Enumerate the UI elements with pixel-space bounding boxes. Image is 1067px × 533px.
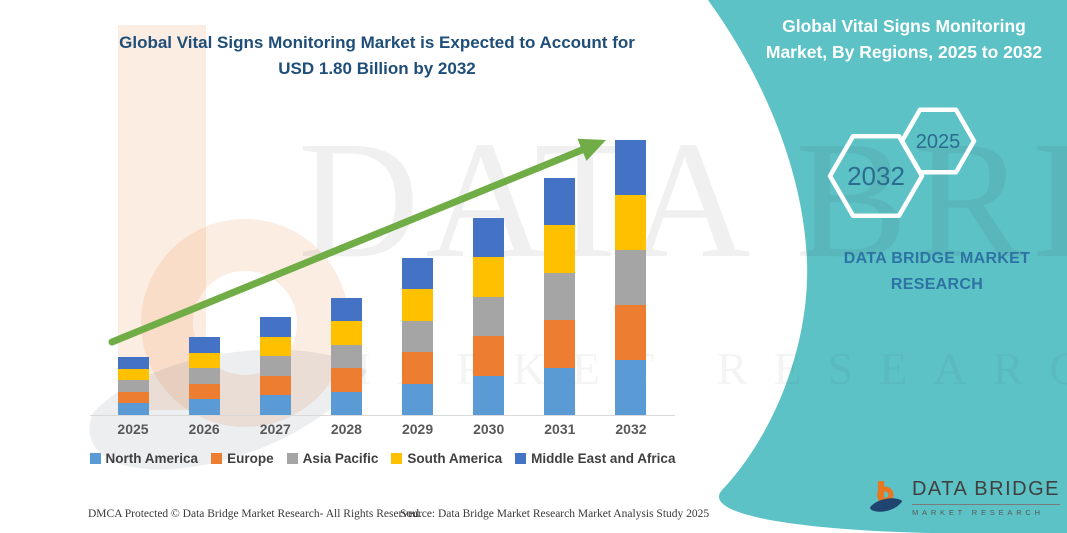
brand-name-line2: RESEARCH xyxy=(890,276,984,294)
legend-swatch xyxy=(89,453,101,464)
bar-segment-asia-pacific xyxy=(117,380,149,392)
bar-segment-north-america xyxy=(544,367,576,415)
bar-segment-north-america xyxy=(473,375,505,415)
bar-segment-asia-pacific xyxy=(615,250,647,305)
legend-item-asia-pacific: Asia Pacific xyxy=(286,451,379,466)
footer-source-text: Source: Data Bridge Market Research Mark… xyxy=(400,508,710,520)
chart-title: Global Vital Signs Monitoring Market is … xyxy=(92,30,662,83)
legend-item-south-america: South America xyxy=(391,451,502,466)
hexagon-2025 xyxy=(899,107,977,175)
stacked-bar-2032 xyxy=(615,140,647,415)
stacked-bar-2025 xyxy=(117,357,149,415)
x-axis: 2025 2026 2027 2028 2029 2030 2031 2032 xyxy=(90,421,675,439)
legend-label: North America xyxy=(105,451,199,466)
company-logo-title: DATA BRIDGE xyxy=(911,478,1060,500)
company-logo-icon xyxy=(870,481,903,512)
bar-segment-europe xyxy=(402,352,434,384)
hexagon-2025-label: 2025 xyxy=(916,131,961,153)
legend-item-middle-east-and-africa: Middle East and Africa xyxy=(515,451,675,466)
company-logo-subtitle: MARKET RESEARCH xyxy=(911,504,1060,517)
bar-segment-asia-pacific xyxy=(330,344,362,368)
brand-name-text: DATA BRIDGE MARKET RESEARCH xyxy=(812,246,1062,299)
legend-label: Middle East and Africa xyxy=(531,451,676,466)
panel-title-line1: Global Vital Signs Monitoring xyxy=(782,16,1026,36)
bar-segment-north-america xyxy=(615,360,647,415)
bar-segment-north-america xyxy=(188,399,220,415)
chart-title-line2: USD 1.80 Billion by 2032 xyxy=(278,59,476,79)
legend-label: Europe xyxy=(227,451,274,466)
bar-segment-south-america xyxy=(615,195,647,250)
legend-item-north-america: North America xyxy=(89,451,199,466)
legend-swatch xyxy=(286,453,298,464)
company-logo: DATA BRIDGE MARKET RESEARCH xyxy=(870,468,1060,526)
x-axis-label-2025: 2025 xyxy=(117,421,149,437)
bar-segment-middle-east-and-africa xyxy=(117,357,149,369)
chart-legend: North America Europe Asia Pacific South Ame… xyxy=(85,451,680,466)
x-axis-label-2032: 2032 xyxy=(615,421,647,437)
x-axis-label-2030: 2030 xyxy=(473,421,505,437)
bar-segment-north-america xyxy=(330,391,362,415)
panel-title: Global Vital Signs Monitoring Market, By… xyxy=(748,13,1060,66)
bar-segment-north-america xyxy=(402,383,434,415)
bar-segment-north-america xyxy=(117,403,149,415)
stacked-bar-2026 xyxy=(188,337,220,415)
legend-swatch xyxy=(515,453,527,464)
bar-segment-asia-pacific xyxy=(259,356,291,376)
bar-segment-europe xyxy=(330,368,362,392)
x-axis-label-2027: 2027 xyxy=(259,421,291,437)
bar-segment-south-america xyxy=(117,368,149,381)
chart-title-line1: Global Vital Signs Monitoring Market is … xyxy=(119,33,635,52)
bar-segment-europe xyxy=(117,391,149,404)
bar-segment-europe xyxy=(615,305,647,360)
panel-title-line2: Market, By Regions, 2025 to 2032 xyxy=(765,42,1043,63)
hexagon-2032-label: 2032 xyxy=(847,161,905,191)
bar-segment-asia-pacific xyxy=(188,368,220,384)
x-axis-label-2028: 2028 xyxy=(330,421,362,437)
footer-dmca-text: DMCA Protected © Data Bridge Market Rese… xyxy=(88,508,422,520)
x-axis-label-2031: 2031 xyxy=(544,421,576,437)
bar-segment-europe xyxy=(188,383,220,400)
legend-swatch xyxy=(211,453,223,464)
bar-segment-south-america xyxy=(188,352,220,369)
bar-segment-north-america xyxy=(259,395,291,415)
x-axis-label-2026: 2026 xyxy=(188,421,220,437)
legend-item-europe: Europe xyxy=(211,451,274,466)
legend-label: South America xyxy=(407,451,503,466)
bar-segment-europe xyxy=(259,375,291,396)
hexagon-2032 xyxy=(827,133,925,219)
legend-swatch xyxy=(391,453,403,464)
x-axis-label-2029: 2029 xyxy=(401,421,434,437)
bar-segment-middle-east-and-africa xyxy=(615,140,647,195)
brand-name-line1: DATA BRIDGE MARKET xyxy=(843,250,1031,267)
legend-label: Asia Pacific xyxy=(302,451,379,466)
